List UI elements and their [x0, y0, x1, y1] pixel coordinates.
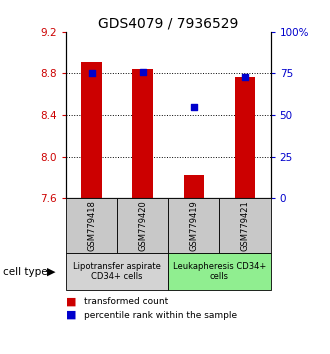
Bar — [132, 69, 153, 198]
FancyBboxPatch shape — [66, 198, 117, 253]
Text: GSM779419: GSM779419 — [189, 200, 198, 251]
FancyBboxPatch shape — [168, 198, 219, 253]
Text: GSM779420: GSM779420 — [138, 200, 147, 251]
Text: cell type: cell type — [3, 267, 48, 277]
Text: Lipotransfer aspirate
CD34+ cells: Lipotransfer aspirate CD34+ cells — [73, 262, 161, 281]
Point — [242, 74, 248, 80]
Text: percentile rank within the sample: percentile rank within the sample — [84, 310, 237, 320]
Bar — [235, 76, 255, 198]
Text: GSM779418: GSM779418 — [87, 200, 96, 251]
Title: GDS4079 / 7936529: GDS4079 / 7936529 — [98, 17, 239, 31]
Text: Leukapheresis CD34+
cells: Leukapheresis CD34+ cells — [173, 262, 266, 281]
FancyBboxPatch shape — [168, 253, 271, 290]
Point — [140, 69, 145, 75]
FancyBboxPatch shape — [219, 198, 271, 253]
Bar — [81, 62, 102, 198]
Bar — [183, 175, 204, 198]
FancyBboxPatch shape — [66, 253, 168, 290]
Text: GSM779421: GSM779421 — [241, 200, 249, 251]
FancyBboxPatch shape — [117, 198, 168, 253]
Point — [89, 71, 94, 76]
Text: ▶: ▶ — [47, 267, 55, 277]
Point — [191, 104, 196, 110]
Text: ■: ■ — [66, 297, 77, 307]
Text: ■: ■ — [66, 310, 77, 320]
Text: transformed count: transformed count — [84, 297, 168, 307]
